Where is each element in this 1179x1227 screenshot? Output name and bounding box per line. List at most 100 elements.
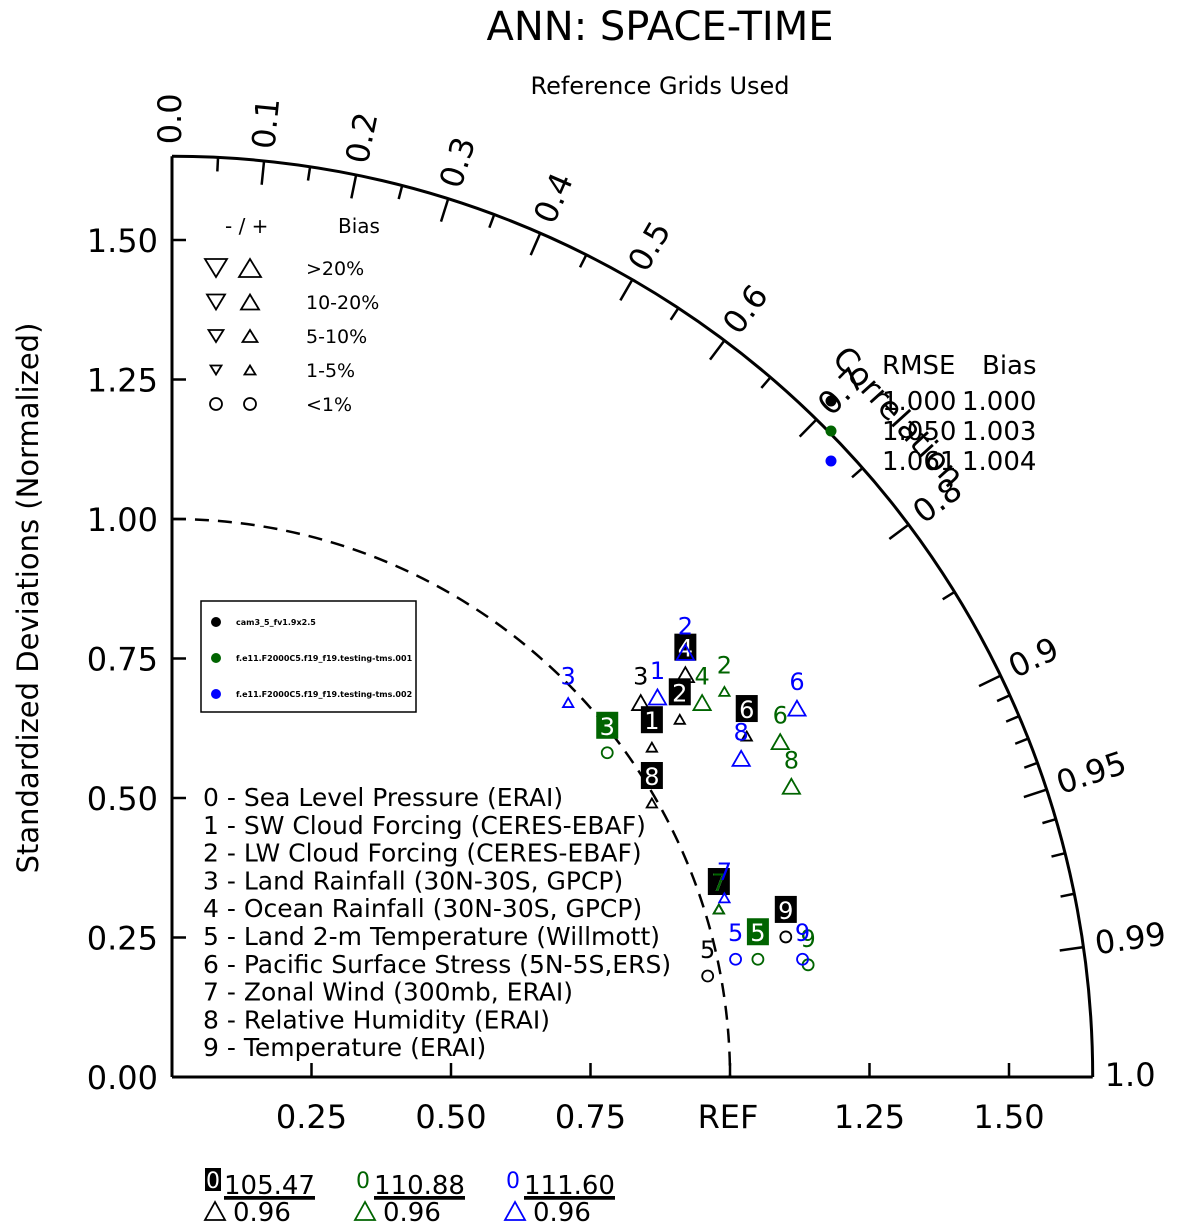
offscale-corr: 0.96	[533, 1198, 591, 1227]
data-point: 7	[717, 858, 732, 904]
up-triangle-icon	[242, 363, 258, 376]
correlation-label: 0.95	[1052, 744, 1132, 802]
correlation-label: 0.1	[244, 96, 287, 150]
case-dot	[825, 425, 837, 437]
data-point: 5	[700, 936, 715, 983]
correlation-tick	[350, 174, 358, 199]
correlation-tick	[996, 694, 1011, 703]
triangle-marker	[673, 712, 687, 725]
variable-list-item: 3 - Land Rainfall (30N-30S, GPCP)	[203, 866, 623, 895]
correlation-label: 0.0	[151, 93, 189, 144]
data-point: 5	[728, 919, 743, 966]
chart-subtitle: Reference Grids Used	[530, 72, 789, 100]
correlation-tick	[1042, 818, 1057, 825]
x-tick-label: 1.50	[973, 1098, 1044, 1136]
triangle-icon	[353, 1200, 377, 1221]
triangle-marker	[740, 729, 754, 742]
correlation-label: 1.0	[1105, 1056, 1156, 1094]
point-label: 3	[633, 663, 648, 691]
correlation-label: 0.4	[526, 167, 581, 229]
rmse-header: RMSE	[882, 351, 955, 381]
correlation-tick	[216, 157, 220, 172]
data-point: 1	[647, 657, 668, 706]
bias-legend-label: 10-20%	[306, 292, 379, 314]
point-label-box	[735, 695, 758, 723]
data-point: 2	[717, 651, 732, 697]
point-label: 5	[750, 919, 765, 947]
offscale-id: 0	[206, 1169, 220, 1194]
circle-marker	[600, 746, 614, 760]
down-triangle-icon	[208, 364, 224, 377]
down-triangle-icon	[205, 293, 227, 312]
data-point: 3	[561, 663, 576, 708]
bias-legend-title: Bias	[338, 214, 380, 238]
data-point: 8	[640, 762, 663, 809]
point-label: 1	[644, 707, 659, 735]
bias-legend: - / + Bias >20% 10-20% 5-10% 1-5% <1%	[203, 214, 380, 416]
variable-list-item: 6 - Pacific Surface Stress (5N-5S,ERS)	[203, 950, 671, 979]
point-label: 9	[795, 919, 810, 947]
y-tick-label: 0.75	[87, 641, 158, 679]
data-point: 4	[691, 663, 713, 711]
rmse-value: 1.000	[882, 387, 956, 417]
variable-list-item: 5 - Land 2-m Temperature (Willmott)	[203, 922, 660, 951]
correlation-tick	[439, 198, 450, 222]
correlation-tick	[306, 166, 312, 181]
triangle-icon	[203, 1200, 227, 1221]
y-tick-label: 1.50	[87, 222, 158, 260]
point-label: 2	[678, 612, 693, 640]
point-label: 8	[644, 763, 659, 791]
point-label-box	[640, 762, 663, 789]
triangle-marker	[770, 732, 791, 751]
offscale-summary: 0 105.470.960 110.880.960 111.600.96	[203, 1168, 615, 1227]
point-label: 7	[717, 858, 732, 886]
point-label: 2	[672, 679, 687, 707]
y-tick-label: 1.25	[87, 362, 158, 400]
offscale-id: 0	[356, 1169, 370, 1194]
up-triangle-icon	[240, 328, 260, 343]
correlation-tick	[529, 232, 542, 256]
point-label: 7	[711, 869, 726, 897]
bias-header: Bias	[982, 351, 1037, 381]
offscale-entry: 0 110.880.96	[353, 1169, 465, 1227]
triangle-marker	[645, 740, 659, 753]
correlation-tick	[851, 467, 864, 479]
case-legend-label: f.e11.F2000C5.f19_f19.testing-tms.001	[236, 654, 413, 663]
x-tick-label: 0.75	[555, 1098, 626, 1136]
point-label: 2	[717, 651, 732, 679]
point-label-box	[640, 706, 663, 734]
bias-legend-row: 5-10%	[206, 326, 367, 348]
bias-legend-label: 5-10%	[306, 326, 367, 348]
correlation-tick	[260, 160, 266, 185]
correlation-tick	[488, 214, 496, 229]
bias-value: 1.003	[962, 417, 1036, 447]
ref-label: REF	[698, 1098, 759, 1136]
correlation-tick	[397, 185, 404, 200]
data-point: 2	[675, 612, 696, 661]
case-dot	[825, 455, 837, 467]
triangle-marker	[712, 902, 726, 915]
bias-legend-label: <1%	[306, 394, 352, 416]
variable-list-item: 7 - Zonal Wind (300mb, ERAI)	[203, 978, 573, 1007]
correlation-tick	[709, 339, 726, 361]
triangle-marker	[691, 693, 713, 711]
y-axis-label: Standardized Deviations (Normalized)	[11, 323, 45, 874]
x-tick-label: 1.25	[834, 1098, 905, 1136]
correlation-tick	[1023, 788, 1048, 799]
bias-legend-label: >20%	[306, 258, 364, 280]
triangle-marker	[645, 796, 659, 809]
offscale-value: 105.47	[224, 1171, 315, 1201]
rmse-row: 1.061 1.004	[825, 447, 1036, 477]
variable-list-item: 8 - Relative Humidity (ERAI)	[203, 1005, 550, 1034]
point-label: 9	[778, 897, 793, 925]
point-label: 6	[789, 668, 804, 696]
correlation-ticks	[216, 157, 1084, 952]
offscale-entry: 0 105.470.96	[203, 1168, 315, 1227]
y-tick-label: 0.25	[87, 920, 158, 958]
triangle-marker	[675, 665, 696, 684]
case-legend-box	[200, 600, 417, 713]
correlation-tick	[1014, 737, 1029, 745]
rmse-row: 1.000 1.000	[825, 387, 1036, 417]
data-point: 8	[781, 746, 802, 795]
point-label: 6	[739, 696, 754, 724]
